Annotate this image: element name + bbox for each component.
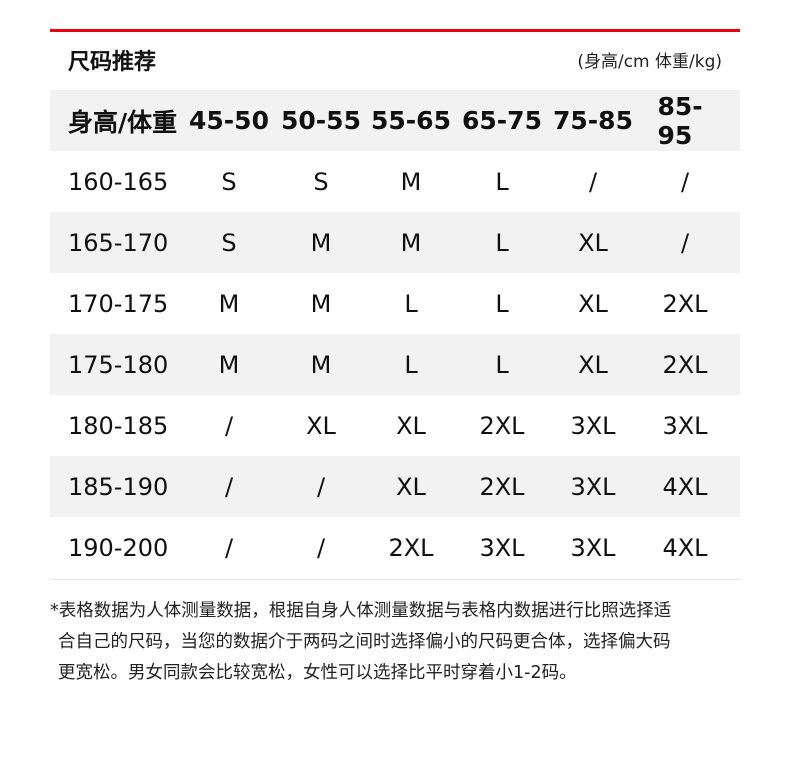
- table-row: 185-190 / / XL 2XL 3XL 4XL: [50, 456, 740, 517]
- note-line: 更宽松。男女同款会比较宽松，女性可以选择比平时穿着小1-2码。: [58, 663, 577, 683]
- table-row: 175-180 M M L L XL 2XL: [50, 334, 740, 395]
- table-cell: S: [221, 167, 237, 196]
- table-row: 190-200 / / 2XL 3XL 3XL 4XL: [50, 517, 740, 578]
- table-header: 身高/体重 45-50 50-55 55-65 65-75 75-85 85-95: [50, 90, 740, 151]
- row-label: 185-190: [68, 472, 169, 501]
- red-divider: [50, 29, 740, 32]
- table-cell: /: [316, 472, 326, 501]
- table-cell: M: [400, 228, 422, 257]
- table-cell: XL: [396, 411, 426, 440]
- table-row: 170-175 M M L L XL 2XL: [50, 273, 740, 334]
- table-cell: XL: [578, 289, 608, 318]
- table-cell: M: [310, 289, 332, 318]
- table-cell: 3XL: [570, 533, 616, 562]
- table-cell: 3XL: [479, 533, 525, 562]
- table-cell: 4XL: [662, 533, 708, 562]
- table-cell: 3XL: [570, 411, 616, 440]
- table-cell: 55-65: [371, 106, 451, 135]
- table-cell: 3XL: [570, 472, 616, 501]
- table-cell: L: [495, 167, 509, 196]
- table-row: 165-170 S M M L XL /: [50, 212, 740, 273]
- row-label: 190-200: [68, 533, 169, 562]
- note-line: 合自己的尺码，当您的数据介于两码之间时选择偏小的尺码更合体，选择偏大码: [58, 632, 671, 652]
- table-cell: 65-75: [462, 106, 542, 135]
- table-cell: M: [218, 289, 240, 318]
- table-cell: XL: [306, 411, 336, 440]
- table-cell: XL: [578, 228, 608, 257]
- table-cell: M: [310, 350, 332, 379]
- size-note: *表格数据为人体测量数据，根据自身人体测量数据与表格内数据进行比照选择适 合自己…: [50, 596, 750, 689]
- table-cell: /: [680, 167, 690, 196]
- table-cell: 2XL: [479, 472, 525, 501]
- table-cell: 2XL: [388, 533, 434, 562]
- table-cell: /: [224, 411, 234, 440]
- table-cell: L: [404, 350, 418, 379]
- page-title: 尺码推荐: [68, 50, 157, 75]
- table-cell: 3XL: [662, 411, 708, 440]
- row-label: 身高/体重: [68, 107, 178, 137]
- table-cell: L: [495, 350, 509, 379]
- table-cell: /: [680, 228, 690, 257]
- table-cell: /: [588, 167, 598, 196]
- table-cell: /: [316, 533, 326, 562]
- row-label: 165-170: [68, 228, 169, 257]
- table-cell: L: [404, 289, 418, 318]
- size-table: 身高/体重 45-50 50-55 55-65 65-75 75-85 85-95 160-1…: [50, 90, 740, 578]
- table-cell: XL: [578, 350, 608, 379]
- table-cell: 45-50: [189, 106, 269, 135]
- row-label: 180-185: [68, 411, 169, 440]
- table-cell: M: [400, 167, 422, 196]
- table-cell: 50-55: [281, 106, 361, 135]
- table-cell: S: [221, 228, 237, 257]
- table-cell: /: [224, 472, 234, 501]
- table-cell: 2XL: [662, 289, 708, 318]
- table-cell: /: [224, 533, 234, 562]
- table-cell: 85-95: [657, 91, 703, 150]
- table-cell: L: [495, 228, 509, 257]
- table-cell: 75-85: [553, 106, 633, 135]
- row-label: 175-180: [68, 350, 169, 379]
- table-row: 160-165 S S M L / /: [50, 151, 740, 212]
- table-cell: M: [218, 350, 240, 379]
- table-cell: 4XL: [662, 472, 708, 501]
- note-line: *表格数据为人体测量数据，根据自身人体测量数据与表格内数据进行比照选择适: [50, 601, 672, 621]
- row-label: 160-165: [68, 167, 169, 196]
- table-cell: L: [495, 289, 509, 318]
- table-bottom-divider: [50, 579, 740, 580]
- table-row: 180-185 / XL XL 2XL 3XL 3XL: [50, 395, 740, 456]
- table-cell: XL: [396, 472, 426, 501]
- unit-label: (身高/cm 体重/kg): [577, 52, 722, 72]
- table-cell: 2XL: [479, 411, 525, 440]
- row-label: 170-175: [68, 289, 169, 318]
- table-cell: 2XL: [662, 350, 708, 379]
- table-cell: S: [313, 167, 329, 196]
- table-cell: M: [310, 228, 332, 257]
